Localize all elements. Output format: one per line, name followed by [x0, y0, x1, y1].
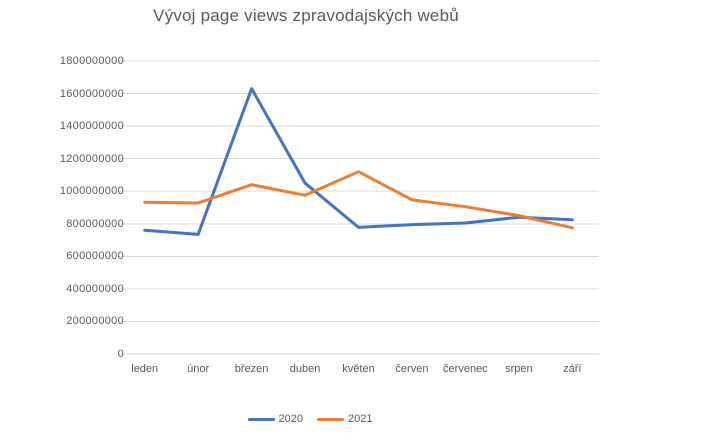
x-tick-label: srpen: [505, 363, 533, 375]
y-tick-label: 600000000: [66, 250, 124, 263]
y-tick-label: 0: [117, 348, 124, 360]
x-tick-label: duben: [289, 363, 321, 375]
legend-line-swatch: [247, 417, 275, 421]
y-tick-label: 1600000000: [59, 87, 124, 100]
x-tick-label: červen: [395, 363, 429, 375]
x-tick-label: září: [563, 363, 582, 375]
legend: 2020 2021: [0, 413, 620, 425]
y-tick-label: 400000000: [66, 282, 124, 295]
series-line-2021: [143, 170, 574, 230]
y-tick-label: 200000000: [66, 315, 124, 328]
x-tick-label: červenec: [443, 363, 488, 375]
legend-label: 2020: [278, 413, 303, 425]
legend-item-2020: 2020: [247, 413, 303, 425]
y-tick-label: 800000000: [66, 217, 124, 230]
x-tick-label: březen: [234, 363, 269, 375]
chart-title: Vývoj page views zpravodajských webů: [153, 6, 459, 25]
x-tick-label: leden: [131, 363, 159, 375]
legend-item-2021: 2021: [317, 413, 372, 425]
y-tick-label: 1800000000: [59, 55, 124, 67]
x-tick-label: květen: [342, 363, 375, 375]
series-line-2020: [143, 87, 574, 236]
y-tick-label: 1400000000: [59, 120, 124, 133]
legend-label: 2021: [348, 413, 373, 425]
y-tick-label: 1200000000: [59, 152, 124, 165]
legend-line-swatch: [317, 417, 344, 421]
x-tick-label: únor: [187, 363, 210, 375]
y-tick-label: 1000000000: [59, 185, 124, 198]
